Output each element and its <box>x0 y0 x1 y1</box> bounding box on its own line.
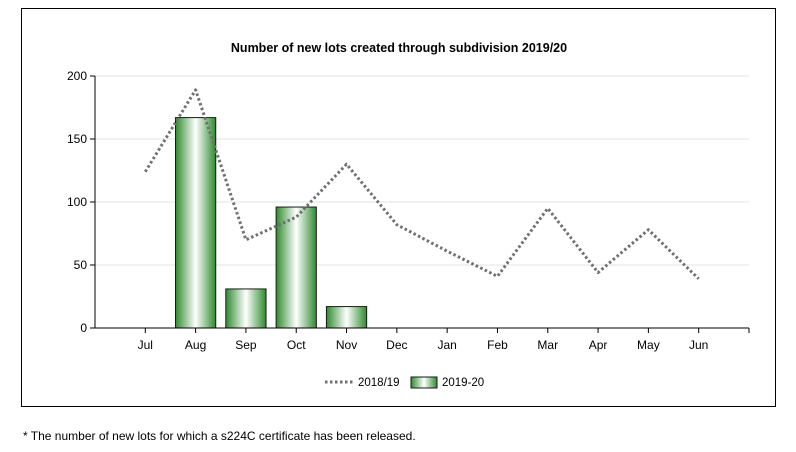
bar <box>325 306 368 329</box>
y-tick-label: 0 <box>80 321 87 335</box>
x-tick-label: Apr <box>589 338 608 352</box>
bar <box>174 117 217 329</box>
x-tick-label: Mar <box>537 338 558 352</box>
chart: Number of new lots created through subdi… <box>67 41 750 389</box>
legend-label-2019-20: 2019-20 <box>442 377 484 389</box>
legend-bar-swatch <box>410 376 438 389</box>
y-tick-label: 150 <box>67 132 87 146</box>
x-tick-label: Aug <box>185 338 206 352</box>
x-tick-label: Nov <box>336 338 357 352</box>
x-tick-label: May <box>637 338 660 352</box>
x-tick-label: Jul <box>138 338 153 352</box>
x-tick-label: Sep <box>235 338 257 352</box>
chart-title: Number of new lots created through subdi… <box>231 41 567 55</box>
y-tick-label: 50 <box>74 258 88 272</box>
x-tick-label: Dec <box>386 338 407 352</box>
x-tick-label: Jun <box>689 338 708 352</box>
footnote: * The number of new lots for which a s22… <box>23 429 416 443</box>
x-tick-label: Oct <box>287 338 306 352</box>
x-tick-label: Jan <box>437 338 456 352</box>
legend: 2018/19 2019-20 <box>325 376 484 389</box>
bar <box>275 206 317 329</box>
chart-frame: Number of new lots created through subdi… <box>21 8 776 407</box>
y-tick-label: 200 <box>67 69 87 83</box>
x-tick-label: Feb <box>487 338 508 352</box>
y-tick-label: 100 <box>67 195 87 209</box>
series-line-2018-19 <box>144 88 700 280</box>
legend-label-2018-19: 2018/19 <box>358 377 400 389</box>
bar <box>225 288 267 329</box>
